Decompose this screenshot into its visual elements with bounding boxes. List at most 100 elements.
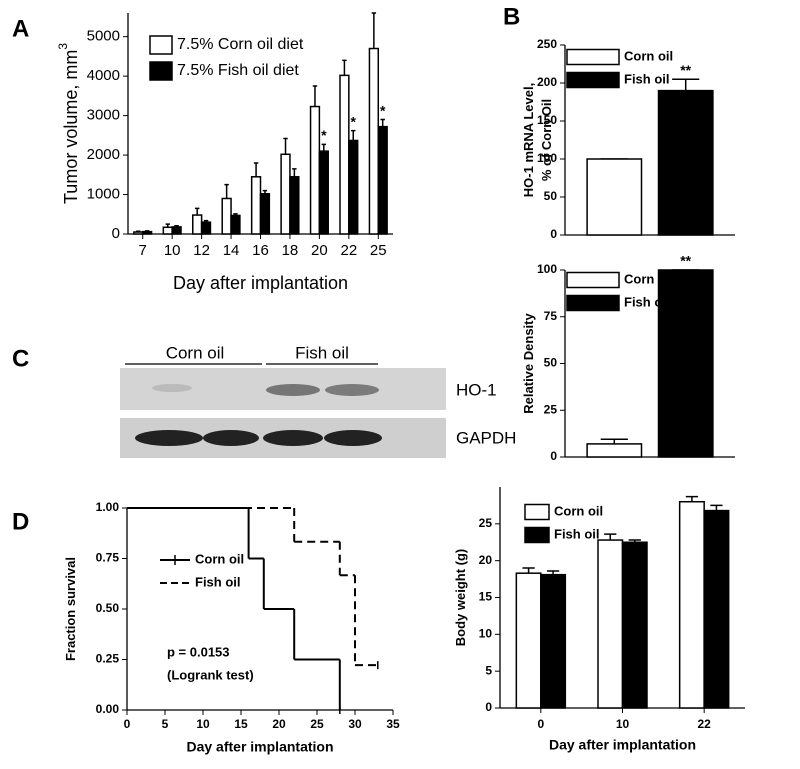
bar [289,176,300,235]
bar [348,139,359,235]
y-axis-label: % of Corn Oil [539,99,554,181]
blot-group-label: Fish oil [295,343,349,362]
y-axis-label-text: Fraction survival [63,557,78,661]
bar [657,89,714,236]
error-bar [321,143,327,152]
error-bar [283,137,288,155]
significance-mark: * [351,113,357,129]
y-tick-label: 200 [537,75,557,89]
x-tick-label: 20 [272,717,286,731]
y-tick-label: 0.50 [96,601,120,615]
bar [540,573,567,709]
y-axis-label: Relative Density [521,313,536,414]
y-tick-label: 5 [485,663,492,677]
legend-label: Corn oil [624,48,673,63]
chart: 0 5 10 15 20 25 Body weight (g) Day after impla… [453,487,745,753]
bar [597,539,624,709]
y-tick-label: 0 [550,227,557,241]
y-tick-label: 2000 [87,146,120,163]
band [266,384,320,396]
chart: 0.00 0.25 0.50 0.75 1.00 Fraction survival Day… [63,500,400,755]
chart: 0 50 100 150 200 250 HO-1 mRNA Level,% of Corn… [521,37,735,241]
panel-label: D [12,508,29,535]
y-tick-label: 20 [479,553,493,567]
y-axis-label-superscript: 3 [56,43,70,50]
error-bar [380,118,385,127]
y-tick-label: 0 [550,449,557,463]
bar [339,74,350,235]
y-axis-label: Tumor volume, mm3 [56,43,81,204]
bar [678,500,705,709]
error-bar [351,129,356,141]
y-axis-label: Body weight (g) [453,549,468,647]
y-axis-label-text: Tumor volume, mm [61,50,81,204]
y-axis-label-text: Body weight (g) [453,549,468,647]
band [263,430,323,446]
bar [586,443,643,458]
band [324,430,382,446]
y-tick-label: 50 [544,356,558,370]
error-bar [600,438,628,444]
x-tick-label: 12 [193,242,210,259]
x-tick-label: 0 [124,717,131,731]
x-tick-label: 25 [370,242,387,259]
error-bar [194,207,200,216]
x-tick-label: 5 [162,717,169,731]
x-tick-label: 10 [196,717,210,731]
blot-group-label: Corn oil [166,343,225,362]
error-bar [604,533,617,541]
y-tick-label: 150 [537,113,557,127]
legend-swatch [524,526,550,544]
y-tick-label: 15 [479,590,493,604]
bar [309,105,321,235]
y-tick-label: 50 [544,189,558,203]
y-tick-label: 25 [479,516,493,530]
x-tick-label: 0 [537,717,544,731]
significance-mark: ** [680,62,691,78]
legend-label: 7.5% Fish oil diet [177,62,299,79]
error-bar [371,12,377,49]
chart: 0 1000 2000 3000 4000 5000 Tumor volume, mm3 Da… [56,12,393,293]
error-bar [292,168,297,177]
y-tick-label: 0.25 [96,652,120,666]
error-bar [685,495,699,502]
x-tick-label: 22 [697,717,711,731]
y-axis-label-text: Relative Density [521,313,536,414]
bar [171,226,182,235]
x-tick-label: 10 [616,717,630,731]
panel-label: C [12,345,29,372]
x-tick-label: 10 [164,242,181,259]
band [135,430,203,446]
legend-swatch [524,503,550,521]
y-axis-label-text: HO-1 mRNA Level, [521,83,536,197]
y-tick-label: 0.00 [96,702,120,716]
bar [621,541,648,709]
bar [259,192,271,235]
western-blot: Corn oil Fish oil HO-1 GAPDH [120,343,516,458]
bar [230,214,241,235]
y-tick-label: 3000 [87,107,120,124]
y-tick-label: 4000 [87,67,120,84]
panel-label: A [12,15,29,42]
legend-label: Fish oil [624,71,670,86]
legend-label: Corn oil [554,503,603,518]
y-tick-label: 0 [112,225,120,242]
y-tick-label: 10 [479,627,493,641]
x-tick-label: 30 [348,717,362,731]
band [152,384,192,392]
error-bar [710,504,723,511]
blot-row-label: GAPDH [456,428,516,447]
annotation: (Logrank test) [167,667,254,682]
x-tick-label: 18 [282,242,299,259]
error-bar [312,85,318,107]
legend-swatch [566,71,620,89]
bar [586,158,643,236]
x-axis-label: Day after implantation [549,737,696,753]
blot-row-label: HO-1 [456,380,497,399]
legend-label: Corn oil [195,551,244,566]
bar [141,230,153,235]
error-bar [224,183,229,199]
significance-mark: * [321,127,327,143]
